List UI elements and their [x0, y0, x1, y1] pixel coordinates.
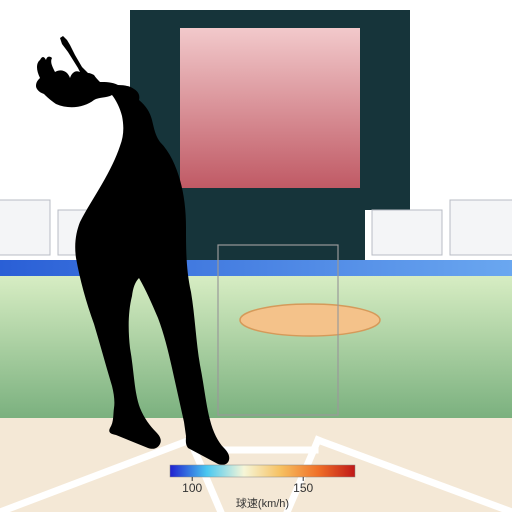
scoreboard-base — [170, 210, 365, 260]
stand-box — [450, 200, 512, 255]
outfield-wall — [0, 260, 512, 276]
stand-box — [0, 200, 50, 255]
colorbar-tick-label: 100 — [182, 481, 202, 495]
pitchers-mound — [240, 304, 380, 336]
outfield-grass — [0, 276, 512, 436]
stand-box — [372, 210, 442, 255]
scene-svg: 100 150 球速(km/h) — [0, 0, 512, 512]
baseball-pitch-diagram: 100 150 球速(km/h) — [0, 0, 512, 512]
colorbar-title: 球速(km/h) — [236, 496, 289, 510]
colorbar-tick-label: 150 — [293, 481, 313, 495]
colorbar — [170, 465, 355, 477]
scoreboard-panel — [180, 28, 360, 188]
